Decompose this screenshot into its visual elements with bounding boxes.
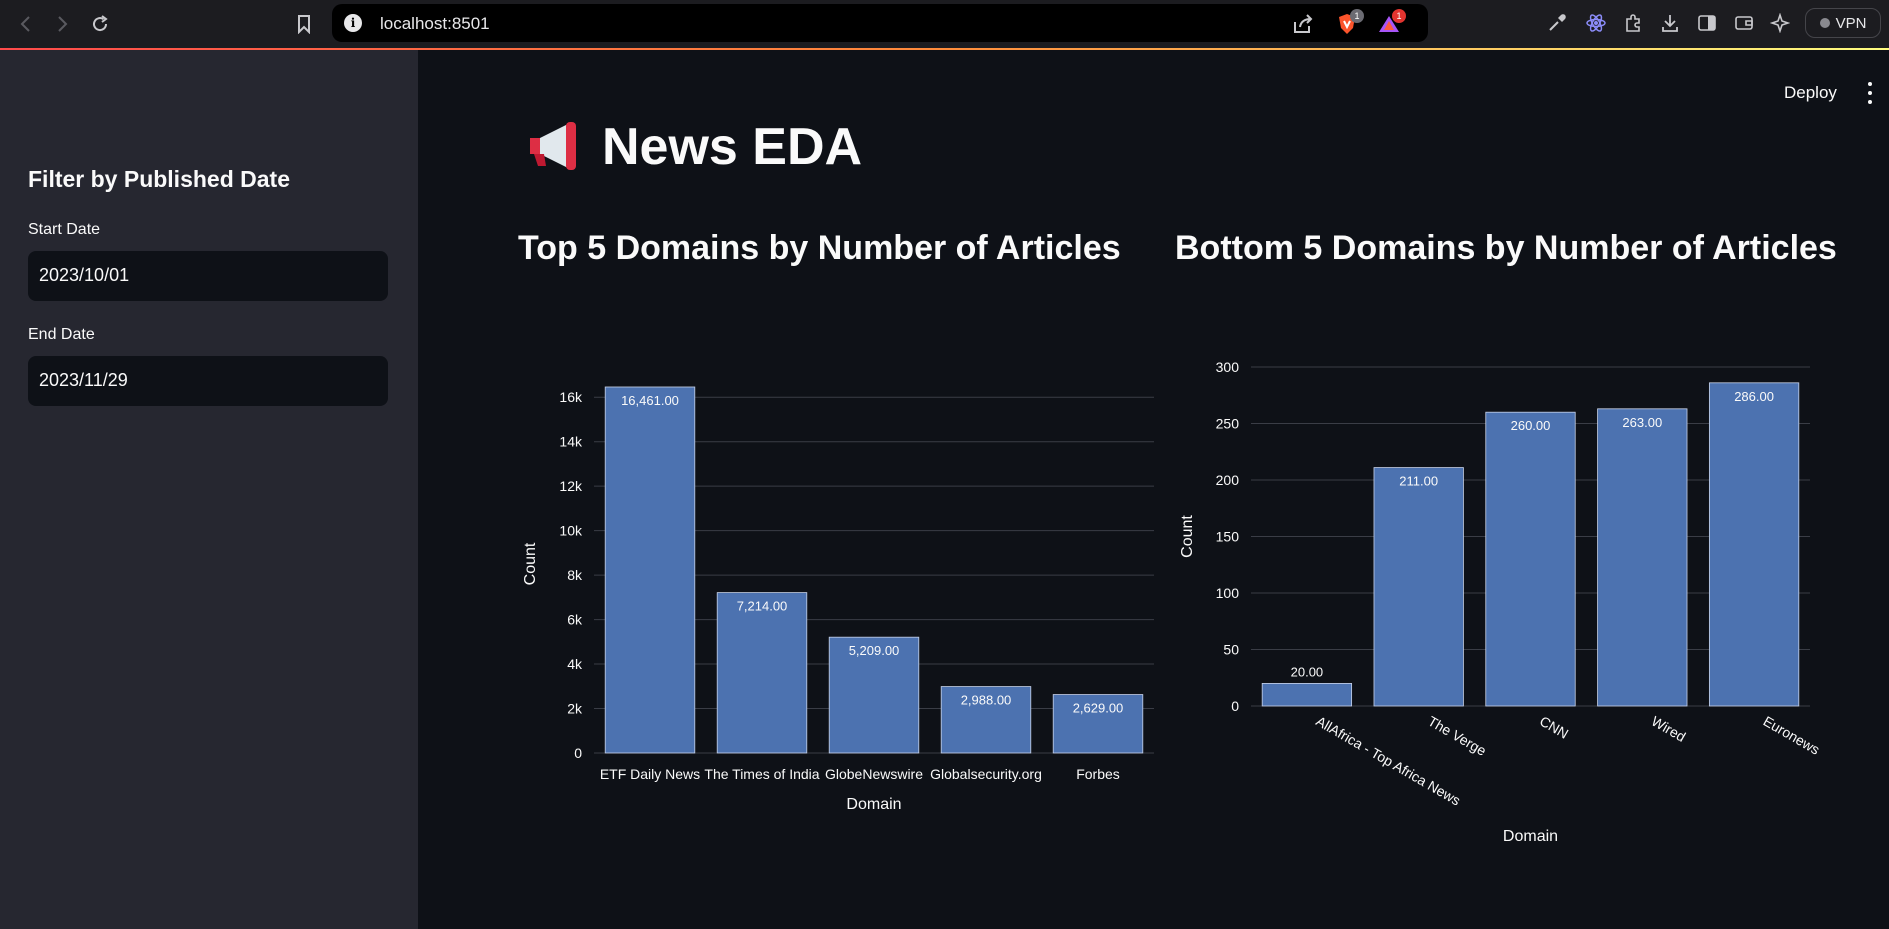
y-tick-label: 14k — [559, 434, 583, 450]
bar — [828, 636, 920, 754]
bar-value-label: 2,988.00 — [961, 693, 1012, 708]
browser-toolbar: i localhost:8501 1 1 VPN — [0, 0, 1889, 48]
bar-value-label: 5,209.00 — [849, 643, 900, 658]
bar-value-label: 2,629.00 — [1073, 701, 1124, 716]
bar — [940, 686, 1032, 754]
url-text[interactable]: localhost:8501 — [380, 14, 490, 33]
page-title-text: News EDA — [602, 118, 863, 176]
wallet-icon[interactable] — [1732, 11, 1756, 35]
megaphone-icon — [526, 120, 584, 175]
bar-value-label: 7,214.00 — [737, 599, 788, 614]
bookmark-icon[interactable] — [290, 10, 318, 38]
brave-shields-icon[interactable]: 1 — [1336, 9, 1364, 35]
vpn-label: VPN — [1835, 14, 1867, 32]
end-date-input[interactable]: 2023/11/29 — [28, 356, 388, 406]
brave-rewards-icon[interactable]: 1 — [1378, 9, 1406, 35]
forward-icon[interactable] — [48, 10, 76, 38]
bar — [604, 386, 696, 754]
leo-ai-icon[interactable] — [1768, 11, 1792, 35]
share-icon[interactable] — [1292, 13, 1314, 35]
react-devtools-icon[interactable] — [1584, 11, 1608, 35]
reload-icon[interactable] — [86, 10, 114, 38]
site-info-icon[interactable]: i — [344, 14, 362, 32]
y-axis-title: Count — [522, 542, 539, 585]
y-tick-label: 2k — [567, 701, 583, 717]
y-tick-label: 10k — [559, 523, 583, 539]
vpn-button[interactable]: VPN — [1805, 8, 1881, 38]
back-icon[interactable] — [12, 10, 40, 38]
download-icon[interactable] — [1658, 11, 1682, 35]
x-tick-label: The Times of India — [704, 766, 819, 782]
x-axis-title: Domain — [846, 796, 901, 813]
page-title: News EDA — [526, 112, 862, 182]
address-bar[interactable]: i localhost:8501 1 1 — [332, 4, 1428, 42]
sidebar-toggle-icon[interactable] — [1695, 11, 1719, 35]
bar — [716, 592, 808, 754]
x-tick-label: ETF Daily News — [600, 766, 700, 782]
sidebar-heading: Filter by Published Date — [28, 166, 290, 192]
color-picker-icon[interactable] — [1545, 11, 1569, 35]
x-tick-label: Globalsecurity.org — [930, 766, 1042, 782]
chart-title-bottom5: Bottom 5 Domains by Number of Articles — [1175, 229, 1837, 267]
extensions-icon[interactable] — [1621, 11, 1645, 35]
y-tick-label: 16k — [559, 389, 583, 405]
chart-title-top5: Top 5 Domains by Number of Articles — [518, 229, 1121, 267]
streamlit-top-decoration — [0, 48, 1889, 50]
rewards-badge: 1 — [1392, 9, 1406, 23]
vpn-status-icon — [1819, 18, 1830, 28]
x-tick-label: Forbes — [1076, 766, 1120, 782]
shields-badge: 1 — [1350, 9, 1364, 23]
bar-value-label: 16,461.00 — [621, 393, 679, 408]
bar — [1052, 694, 1144, 754]
y-tick-label: 6k — [567, 612, 583, 628]
start-date-label: Start Date — [28, 221, 101, 238]
x-tick-label: GlobeNewswire — [825, 766, 923, 782]
deploy-button[interactable]: Deploy — [1784, 83, 1837, 102]
sidebar: Filter by Published Date Start Date 2023… — [0, 50, 418, 929]
end-date-label: End Date — [28, 326, 95, 343]
y-tick-label: 8k — [567, 567, 583, 583]
y-tick-label: 0 — [574, 745, 582, 761]
start-date-input[interactable]: 2023/10/01 — [28, 251, 388, 301]
main-menu-icon[interactable] — [1862, 82, 1878, 104]
y-tick-label: 4k — [567, 656, 583, 672]
y-tick-label: 12k — [559, 478, 583, 494]
